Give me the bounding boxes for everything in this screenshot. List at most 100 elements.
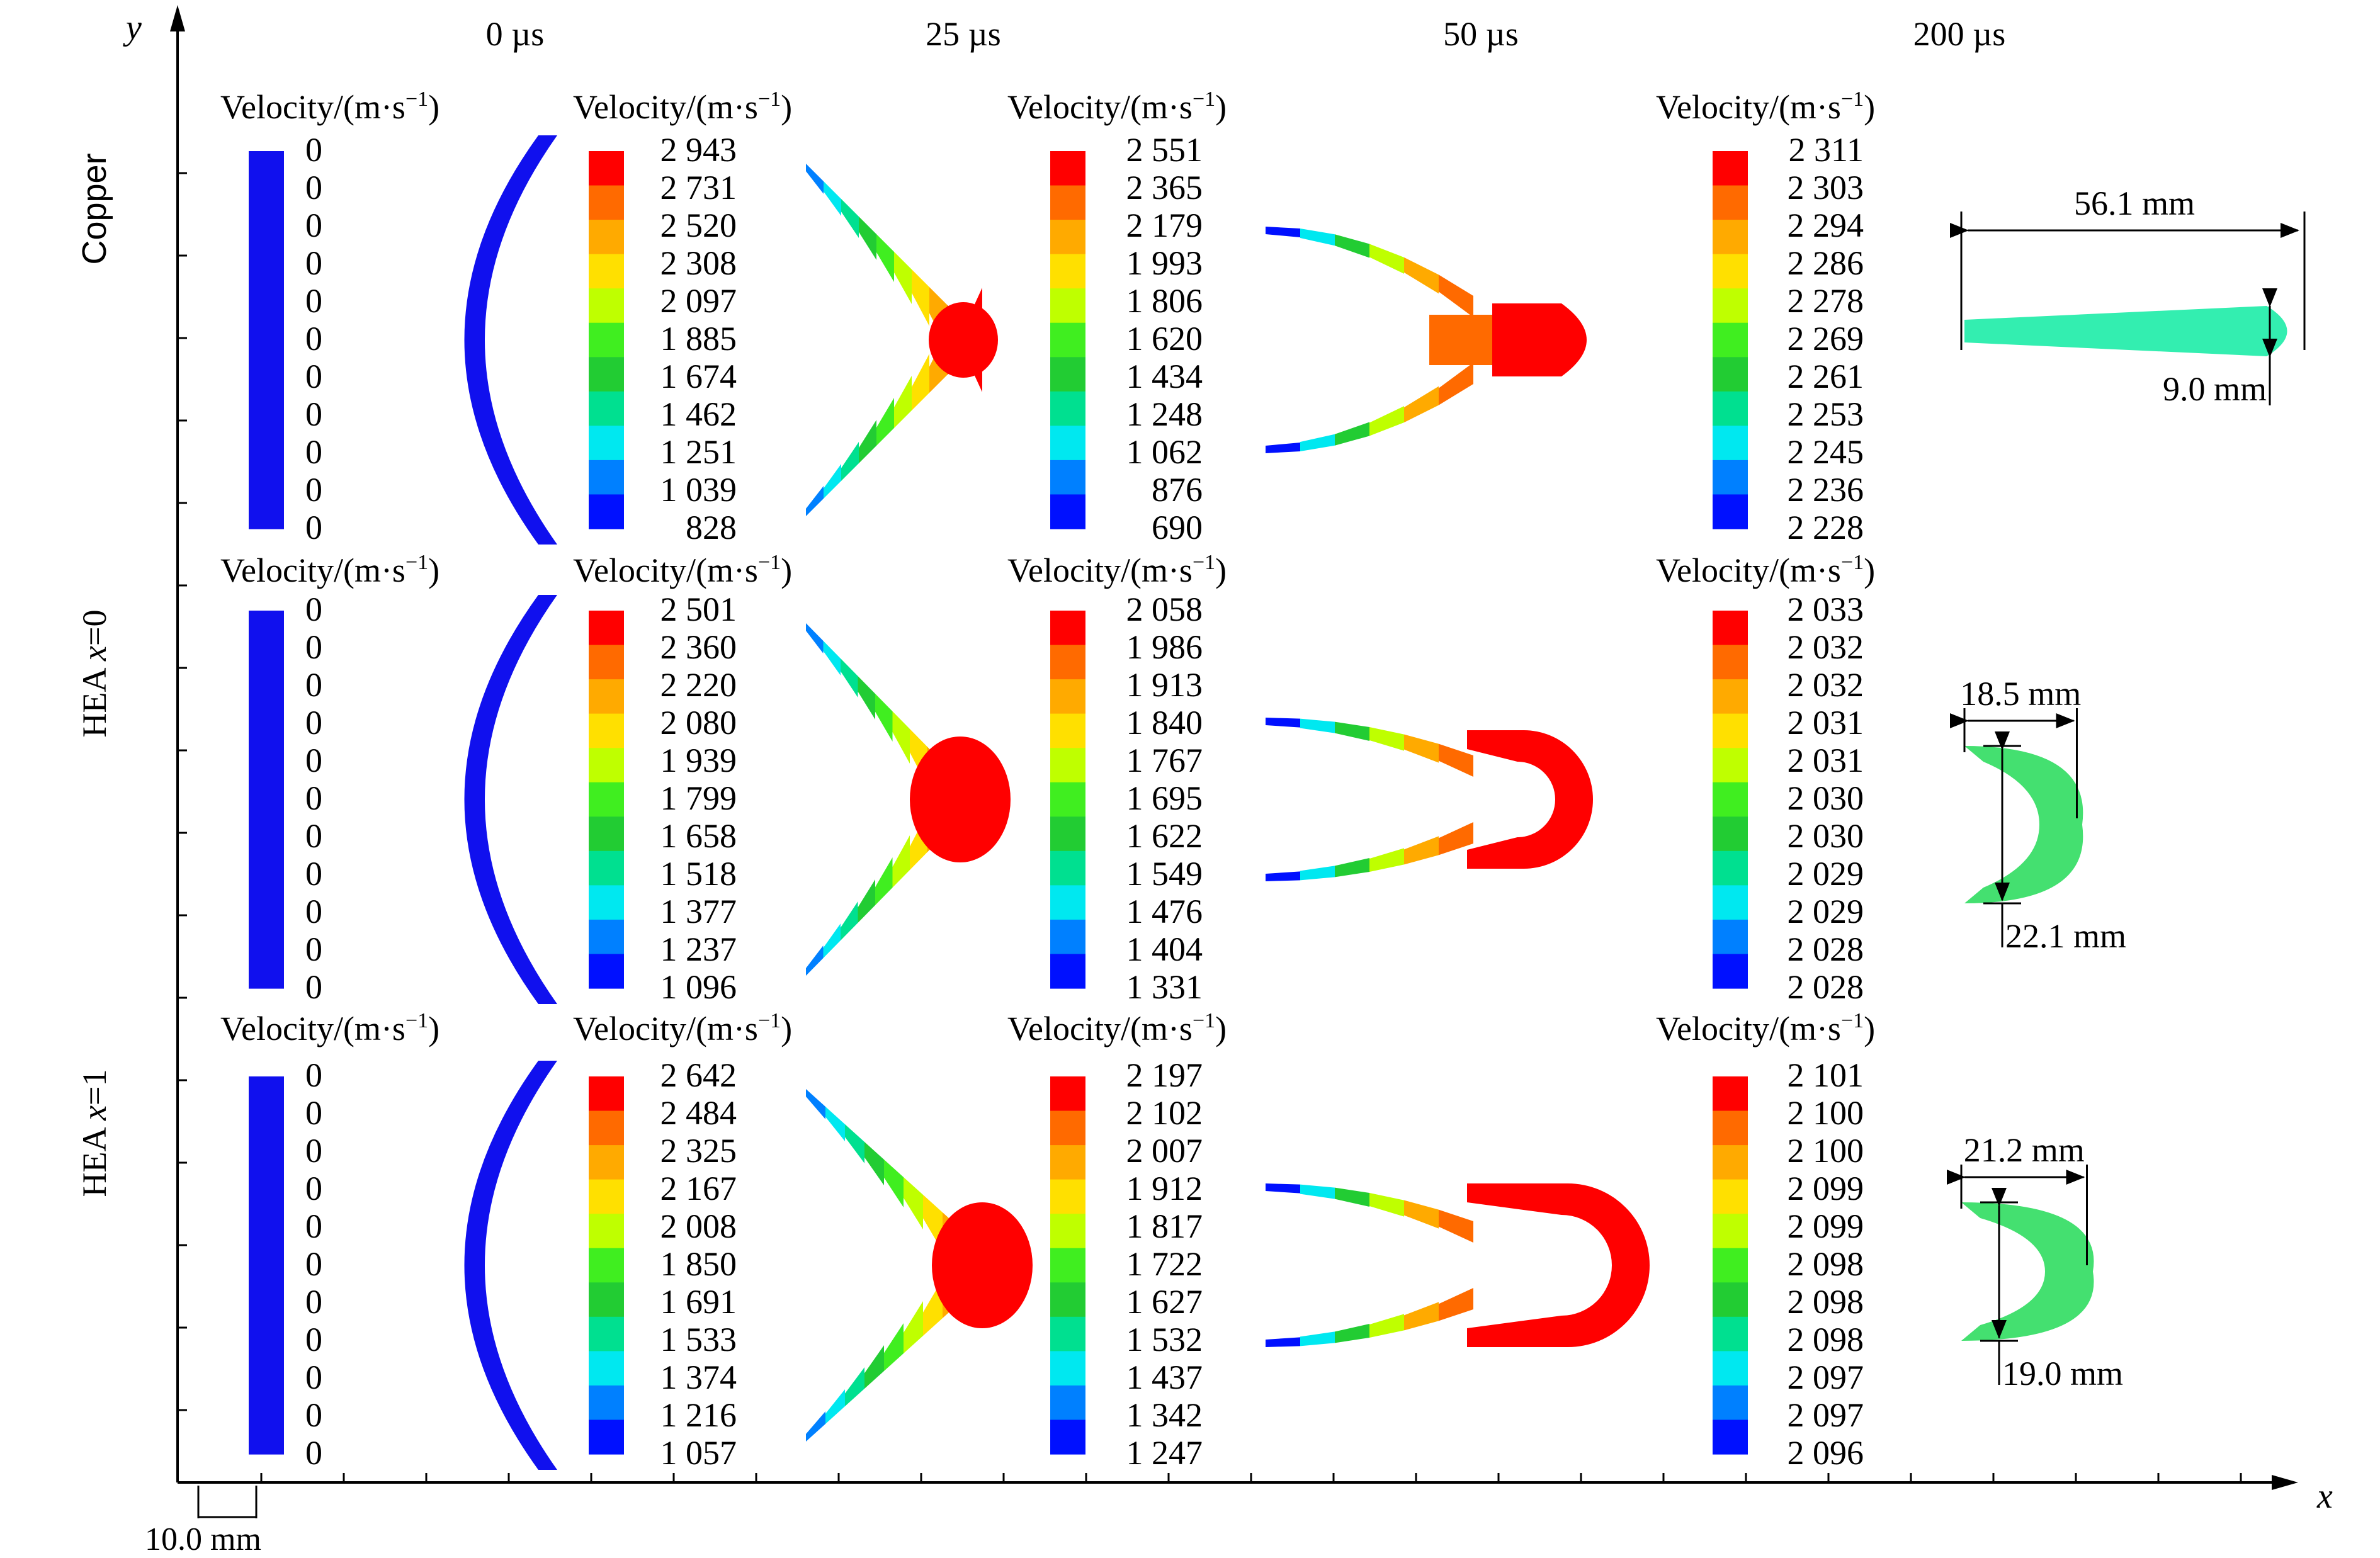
liner-25us	[806, 623, 1011, 976]
color-bar-seg	[1713, 1248, 1748, 1283]
band	[904, 1301, 923, 1353]
legend-value: 1 986	[1126, 628, 1203, 666]
band	[876, 398, 894, 446]
time-label-25: 25 µs	[926, 15, 1001, 53]
tail-band	[1266, 1183, 1300, 1194]
color-bar-seg	[249, 1179, 284, 1214]
color-bar-seg	[589, 426, 624, 461]
color-bar-seg	[249, 322, 284, 358]
color-bar-seg	[1713, 850, 1748, 886]
legend-value: 2 167	[660, 1170, 737, 1207]
tail-band	[1369, 1314, 1404, 1338]
color-bar-seg	[1713, 1351, 1748, 1386]
color-bar-seg	[1713, 645, 1748, 680]
color-bar-seg	[589, 1179, 624, 1214]
legend-value: 2 360	[660, 628, 737, 666]
simulation-rows: Velocity/(m·s−1)00000000000Velocity/(m·s…	[220, 87, 2306, 1472]
legend-value: 2 100	[1788, 1094, 1864, 1132]
legend-value: 1 620	[1126, 320, 1203, 358]
color-bar-seg	[1050, 1420, 1085, 1455]
color-bar-seg	[1713, 185, 1748, 220]
legend-value: 2 943	[660, 131, 737, 169]
color-bar-seg	[1050, 1282, 1085, 1318]
tail-band	[1439, 1209, 1473, 1243]
legend-value: 2 294	[1788, 206, 1864, 244]
legend-value: 1 767	[1126, 742, 1203, 779]
color-bar-seg	[1713, 220, 1748, 255]
tail-band	[1300, 866, 1335, 881]
legend-value: 0	[305, 471, 322, 509]
color-bar-seg	[1713, 782, 1748, 817]
band	[892, 835, 910, 888]
band	[845, 1367, 864, 1406]
legend-value: 2 080	[660, 704, 737, 742]
color-bar-seg	[1050, 1351, 1085, 1386]
band	[806, 164, 824, 194]
color-bar-seg	[589, 1282, 624, 1318]
color-bar-seg	[589, 1214, 624, 1249]
color-bar-seg	[1050, 713, 1085, 748]
color-bar-seg	[249, 954, 284, 989]
legend-value: 2 032	[1788, 666, 1864, 704]
color-bar-seg	[589, 748, 624, 783]
color-bar-seg	[249, 611, 284, 646]
legend-value: 2 031	[1788, 704, 1864, 742]
tail-band	[1439, 822, 1473, 855]
color-bar-seg	[1050, 288, 1085, 324]
color-bar-seg	[1713, 1420, 1748, 1455]
liner-25us	[806, 1089, 1033, 1442]
projectile-50us	[1266, 718, 1593, 881]
liner-25us	[806, 164, 998, 516]
legend-value: 1 691	[660, 1283, 737, 1321]
legend-value: 0	[305, 1056, 322, 1094]
liner-tip	[910, 737, 1011, 862]
color-bar-seg	[589, 1316, 624, 1352]
legend-value: 2 325	[660, 1132, 737, 1170]
legend-value: 1 533	[660, 1321, 737, 1358]
band	[859, 420, 876, 463]
color-bar-seg	[1050, 1110, 1085, 1146]
tail-band	[1404, 386, 1439, 423]
legend-value: 0	[305, 968, 322, 1006]
color-bar-seg	[1050, 426, 1085, 461]
legend-value: 2 030	[1788, 779, 1864, 817]
band	[841, 658, 858, 697]
row-labels: Copper HEA x=0 HEA x=1	[76, 153, 113, 1197]
band	[806, 1089, 825, 1119]
color-bar-seg	[589, 151, 624, 186]
legend-value: 2 032	[1788, 628, 1864, 666]
legend-value: 2 031	[1788, 742, 1864, 779]
legend-value: 2 253	[1788, 395, 1864, 433]
time-label-0: 0 µs	[486, 15, 545, 53]
x-axis-label: x	[2316, 1477, 2333, 1516]
color-bar-seg	[249, 1282, 284, 1318]
tail-band	[1404, 734, 1439, 763]
legend-value: 1 374	[660, 1358, 737, 1396]
color-bar-seg	[589, 679, 624, 714]
legend-value: 2 286	[1788, 244, 1864, 282]
legend-value: 1 251	[660, 433, 737, 471]
legend-value: 2 303	[1788, 169, 1864, 206]
final-projectile: 56.1 mm 9.0 mm	[1950, 184, 2306, 408]
tail-band	[1300, 229, 1335, 246]
band	[806, 623, 824, 653]
legend-value: 1 237	[660, 930, 737, 968]
projectile-50us	[1266, 227, 1587, 453]
color-bar-seg	[589, 919, 624, 955]
color-bar-seg	[1713, 254, 1748, 289]
band	[859, 217, 876, 260]
color-bar-seg	[1050, 220, 1085, 255]
color-bar-seg	[1050, 357, 1085, 392]
tail-band	[1335, 721, 1369, 741]
time-labels: 0 µs 25 µs 50 µs 200 µs	[486, 15, 2006, 53]
color-bar-seg	[1713, 1316, 1748, 1352]
color-bar-seg	[589, 357, 624, 392]
tail-band	[1404, 1200, 1439, 1229]
legend-value: 1 248	[1126, 395, 1203, 433]
tail-band	[1300, 1184, 1335, 1199]
tail-band	[1404, 257, 1439, 294]
liner-tip	[932, 1202, 1033, 1328]
